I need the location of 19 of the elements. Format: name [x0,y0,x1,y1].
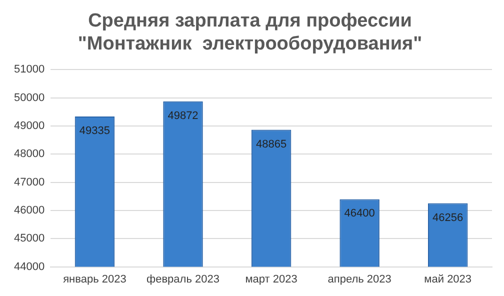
data-label: 46256 [432,212,464,224]
x-tick-label: январь 2023 [63,273,126,286]
y-tick-label: 50000 [14,92,45,104]
y-tick-label: 51000 [14,64,45,76]
x-tick-label: март 2023 [245,273,298,286]
y-tick-label: 49000 [14,120,45,132]
y-tick-label: 45000 [14,232,45,245]
y-tick-label: 48000 [14,148,45,160]
data-label: 49872 [168,110,198,122]
data-label: 46400 [344,208,375,220]
chart-title: Средняя зарплата для профессии "Монтажник электрооборудования" [78,10,422,54]
y-tick-label: 44000 [14,260,45,273]
x-tick-label: май 2023 [424,273,472,286]
y-tick-label: 46000 [14,204,45,216]
data-label: 48865 [256,138,287,150]
x-tick-label: февраль 2023 [146,273,220,286]
x-tick-label: апрель 2023 [328,273,392,286]
y-tick-label: 47000 [14,176,45,188]
data-label: 49335 [79,125,110,138]
